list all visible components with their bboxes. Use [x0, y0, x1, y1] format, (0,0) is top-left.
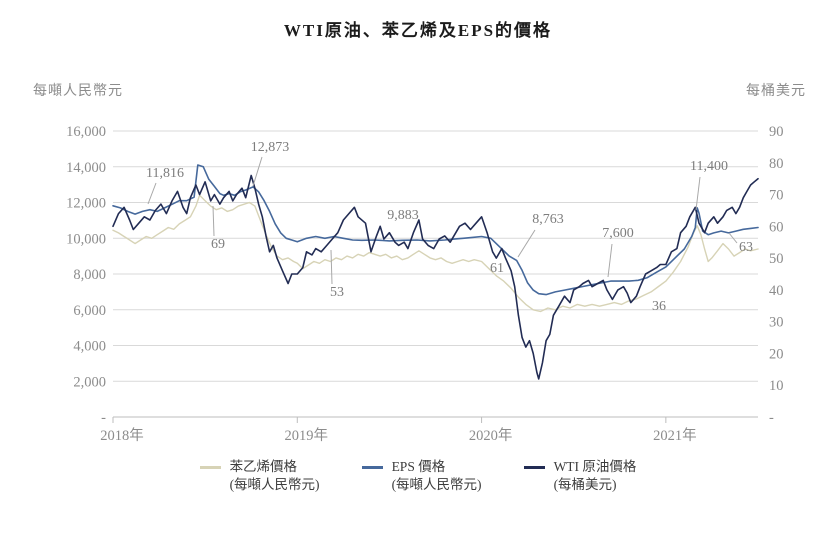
data-annotation: 36 [652, 299, 666, 314]
x-axis-year-label: 2019年 [285, 427, 329, 444]
right-axis-unit-label: 每桶美元 [746, 84, 806, 99]
y-axis-right-tick-label: 80 [769, 156, 784, 172]
y-axis-left-tick-label: 2,000 [73, 374, 106, 390]
annotation-callout-line [252, 156, 263, 187]
legend-label-wti: WTI 原油價格 (每桶美元) [554, 458, 637, 494]
annotation-callout-line [147, 182, 157, 205]
y-axis-right-tick-label: 70 [769, 188, 784, 204]
wti-line-swatch-icon [523, 466, 545, 469]
y-axis-left-tick-label: 12,000 [66, 196, 106, 212]
y-axis-right-tick-label: 10 [769, 378, 784, 394]
data-annotation: 11,816 [146, 166, 184, 181]
x-axis-year-label: 2020年 [469, 427, 513, 444]
data-annotation: 61 [490, 261, 504, 276]
y-axis-right-tick-label: 90 [769, 124, 784, 140]
annotation-callout-line [517, 229, 536, 258]
y-axis-right-tick-label: 60 [769, 219, 784, 235]
data-annotation: 8,763 [532, 212, 564, 227]
styrene-line-swatch-icon [199, 466, 221, 469]
annotation-callout-line [607, 243, 613, 278]
annotation-callout-line [212, 205, 215, 237]
legend-wti-line1: WTI 原油價格 [553, 459, 637, 474]
price-chart-plot: 16,000 14,000 12,000 10,000 8,000 6,000 4,000 2… [66, 124, 784, 444]
legend-item-wti: WTI 原油價格 (每桶美元) [523, 458, 637, 494]
series-line-eps-price [112, 164, 759, 296]
y-axis-left-tick-label: 14,000 [66, 160, 106, 176]
series-line-wti-price [112, 174, 759, 380]
y-axis-left-tick-label: 4,000 [73, 339, 106, 355]
left-axis-unit-label: 每噸人民幣元 [33, 84, 123, 99]
y-axis-right-tick-label: 20 [769, 346, 784, 362]
annotation-callout-line [695, 176, 701, 211]
data-annotation: 69 [211, 237, 225, 252]
annotation-callout-line [330, 249, 333, 285]
legend-styrene-line1: 苯乙烯價格 [229, 459, 298, 474]
y-axis-left-tick-label: - [101, 410, 106, 426]
data-annotation: 7,600 [602, 226, 634, 241]
y-axis-right-tick-label: 30 [769, 315, 784, 331]
y-axis-right-tick-label: 40 [769, 283, 784, 299]
x-axis-year-label: 2018年 [100, 427, 144, 444]
chart-legend: 苯乙烯價格 (每噸人民幣元) EPS 價格 (每噸人民幣元) WTI 原油價格 … [0, 458, 836, 494]
legend-styrene-line2: (每噸人民幣元) [229, 477, 320, 492]
data-annotation: 63 [739, 240, 753, 255]
x-axis-year-label: 2021年 [653, 427, 697, 444]
y-axis-right-tick-label: 50 [769, 251, 784, 267]
y-axis-left-tick-label: 10,000 [66, 231, 106, 247]
legend-label-styrene: 苯乙烯價格 (每噸人民幣元) [230, 458, 320, 494]
y-axis-left-tick-label: 8,000 [73, 267, 106, 283]
data-annotation: 9,883 [387, 208, 419, 223]
legend-label-eps: EPS 價格 (每噸人民幣元) [392, 458, 482, 494]
y-axis-right-tick-label: - [769, 410, 774, 426]
chart-title: WTI原油、苯乙烯及EPS的價格 [283, 21, 553, 40]
data-annotation: 11,400 [690, 159, 728, 174]
legend-item-eps: EPS 價格 (每噸人民幣元) [361, 458, 482, 494]
data-annotation: 53 [330, 285, 344, 300]
legend-eps-line2: (每噸人民幣元) [391, 477, 482, 492]
series-line-styrene-price [112, 194, 759, 313]
annotation-callout-line [728, 232, 738, 244]
eps-line-swatch-icon [361, 466, 383, 469]
y-axis-left-tick-label: 16,000 [66, 124, 106, 140]
y-axis-left-tick-label: 6,000 [73, 303, 106, 319]
legend-wti-line2: (每桶美元) [553, 477, 617, 492]
legend-eps-line1: EPS 價格 [391, 459, 446, 474]
legend-item-styrene: 苯乙烯價格 (每噸人民幣元) [199, 458, 320, 494]
data-annotation: 12,873 [251, 140, 290, 155]
